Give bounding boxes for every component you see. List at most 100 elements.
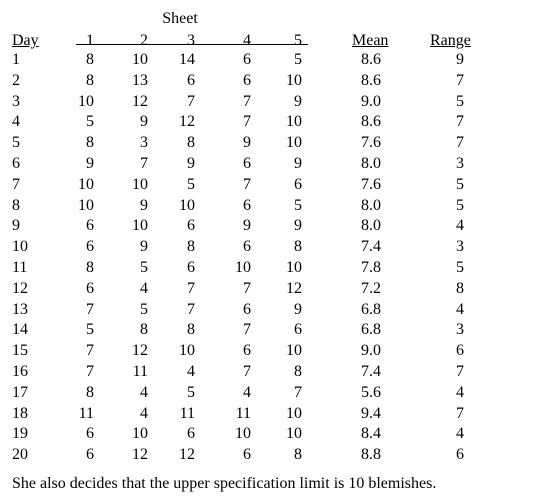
sheet-5-cell: 10 [286,113,302,131]
sheet-2-header: 2 [140,32,148,49]
sheet-4-cell: 6 [243,342,251,360]
sheet-2-cell: 4 [140,404,148,422]
mean-cell: 7.4 [361,238,381,256]
mean-cell: 8.8 [361,446,381,464]
day-cell: 17 [12,383,28,401]
range-cell: 5 [456,259,464,276]
sheet-2-cell: 3 [140,134,148,152]
sheet-1-cell: 7 [86,300,94,318]
day-cell: 9 [12,217,20,235]
sheet-1-cell: 10 [78,92,94,110]
sheet-1-cell: 7 [86,342,94,360]
sheet-4-cell: 4 [243,383,251,401]
day-cell: 4 [12,113,20,131]
sheet-1-cell: 6 [86,446,94,464]
range-cell: 4 [456,217,464,235]
sheet-3-cell: 5 [187,175,195,193]
mean-cell: 8.0 [361,217,381,235]
sheet-3-cell: 7 [187,300,195,318]
sheet-5-cell: 9 [294,300,302,318]
mean-cell: 7.6 [361,175,381,193]
sheet-5-cell: 8 [294,363,302,380]
sheet-2-cell: 10 [132,51,148,68]
range-cell: 7 [456,134,464,152]
sheet-3-cell: 4 [187,363,195,380]
sheet-1-cell: 8 [86,259,94,276]
table-row: 12 6 4 7 7 12 7.2 8 [0,279,548,299]
mean-cell: 8.6 [361,51,381,68]
sheet-3-cell: 6 [187,259,195,276]
mean-cell: 8.4 [361,425,381,443]
day-cell: 20 [12,446,28,464]
mean-cell: 8.6 [361,113,381,131]
table-row: 5 8 3 8 9 10 7.6 7 [0,133,548,153]
sheet-4-cell: 9 [243,134,251,152]
table-row: 17 8 4 5 4 7 5.6 4 [0,383,548,403]
sheet-2-cell: 9 [140,113,148,131]
day-cell: 5 [12,134,20,152]
sheet-1-cell: 6 [86,217,94,235]
range-cell: 4 [456,300,464,318]
day-cell: 2 [12,71,20,89]
table-row: 20 6 12 12 6 8 8.8 6 [0,445,548,465]
sheet-3-header: 3 [187,32,195,49]
mean-cell: 8.0 [361,155,381,172]
day-cell: 13 [12,300,28,318]
table-row: 4 5 9 12 7 10 8.6 7 [0,112,548,132]
range-cell: 5 [456,196,464,214]
table-row: 6 9 7 9 6 9 8.0 3 [0,154,548,174]
day-cell: 10 [12,238,28,256]
sheet-1-cell: 7 [86,363,94,380]
sheet-2-cell: 10 [132,425,148,443]
day-cell: 12 [12,279,28,297]
sheet-2-cell: 12 [132,342,148,360]
sheet-3-cell: 8 [187,321,195,339]
sheet-3-cell: 5 [187,383,195,401]
range-cell: 7 [456,404,464,422]
sheet-3-cell: 10 [179,196,195,214]
day-cell: 6 [12,155,20,172]
sheet-3-cell: 7 [187,279,195,297]
sheet-1-cell: 10 [78,175,94,193]
range-cell: 7 [456,71,464,89]
sheet-5-cell: 6 [294,175,302,193]
sheet-2-cell: 13 [132,71,148,89]
sheet-1-cell: 6 [86,279,94,297]
sheet-5-cell: 9 [294,92,302,110]
mean-cell: 6.8 [361,321,381,339]
day-cell: 7 [12,175,20,193]
sheet-4-cell: 10 [235,425,251,443]
sheet-1-cell: 6 [86,238,94,256]
sheet-2-cell: 11 [132,363,148,380]
range-cell: 9 [456,51,464,68]
sheet-5-cell: 10 [286,71,302,89]
table-row: 16 7 11 4 7 8 7.4 7 [0,362,548,382]
range-cell: 4 [456,425,464,443]
sheet-5-cell: 8 [294,446,302,464]
mean-cell: 8.6 [361,71,381,89]
mean-cell: 7.8 [361,259,381,276]
sheet-1-cell: 8 [86,383,94,401]
sheet-2-cell: 12 [132,446,148,464]
sheet-header-underline [76,44,308,45]
sheet-3-cell: 14 [179,51,195,68]
sheet-3-cell: 6 [187,71,195,89]
sheet-5-cell: 7 [294,383,302,401]
range-cell: 3 [456,321,464,339]
table-row: 1 8 10 14 6 5 8.6 9 [0,50,548,70]
sheet-5-cell: 10 [286,404,302,422]
range-cell: 5 [456,175,464,193]
sheet-2-cell: 9 [140,238,148,256]
sheet-4-cell: 7 [243,363,251,380]
sheet-3-cell: 12 [179,113,195,131]
sheet-4-cell: 7 [243,279,251,297]
table-row: 7 10 10 5 7 6 7.6 5 [0,175,548,195]
range-cell: 7 [456,363,464,380]
sheet-2-cell: 5 [140,259,148,276]
range-cell: 7 [456,113,464,131]
sheet-5-cell: 10 [286,134,302,152]
sheet-1-header: 1 [86,32,94,49]
range-cell: 6 [456,446,464,464]
mean-cell: 6.8 [361,300,381,318]
sheet-4-cell: 6 [243,196,251,214]
